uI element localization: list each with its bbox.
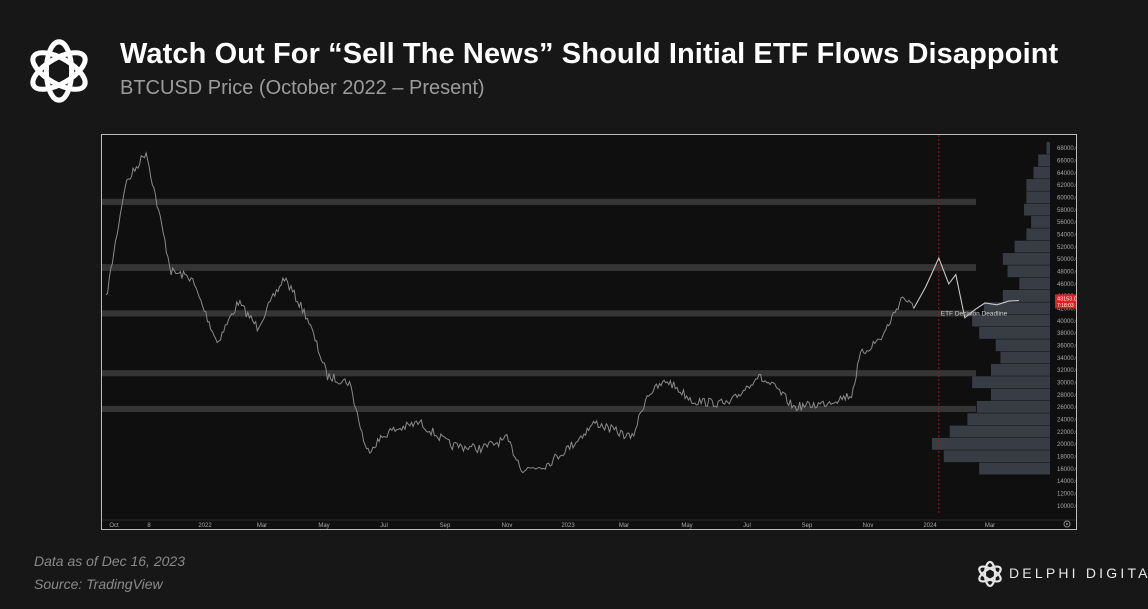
- y-tick-label: 34000.0: [1057, 356, 1076, 362]
- volume-profile-bar: [943, 450, 1050, 463]
- x-tick-label: Mar: [257, 523, 267, 529]
- y-tick-label: 28000.0: [1057, 393, 1076, 399]
- data-date-note: Data as of Dec 16, 2023: [34, 553, 185, 569]
- y-tick-label: 26000.0: [1057, 405, 1076, 411]
- x-tick-label: Jul: [743, 523, 751, 529]
- page-subtitle: BTCUSD Price (October 2022 – Present): [120, 77, 485, 99]
- volume-profile-bar: [979, 462, 1050, 475]
- support-resistance-zone: [102, 370, 976, 377]
- y-tick-label: 16000.0: [1057, 467, 1076, 473]
- volume-profile-bar: [979, 327, 1050, 339]
- x-tick-label: Oct: [109, 523, 119, 529]
- plot-area: [102, 135, 1076, 529]
- x-tick-label: 2023: [561, 523, 575, 529]
- x-tick-label: 2024: [923, 523, 937, 529]
- volume-profile-bar: [991, 363, 1050, 376]
- y-tick-label: 32000.0: [1057, 368, 1076, 374]
- y-tick-label: 12000.0: [1057, 491, 1076, 497]
- y-tick-label: 50000.0: [1057, 257, 1076, 263]
- x-tick-label: Mar: [619, 523, 629, 529]
- y-tick-label: 66000.0: [1057, 159, 1076, 165]
- y-tick-label: 22000.0: [1057, 430, 1076, 436]
- gear-icon-center: [1066, 523, 1068, 525]
- forecast-path-line: [913, 256, 1019, 319]
- volume-profile-bar: [1002, 290, 1050, 302]
- gear-icon[interactable]: [1063, 520, 1071, 528]
- volume-profile-bar: [1033, 166, 1050, 179]
- volume-profile-bar: [1026, 228, 1050, 241]
- support-resistance-zone: [102, 405, 976, 413]
- support-resistance-zone: [102, 198, 976, 205]
- x-tick-label: May: [318, 523, 329, 529]
- y-tick-label: 24000.0: [1057, 417, 1076, 423]
- x-tick-label: 2022: [198, 523, 212, 529]
- y-tick-label: 48000.0: [1057, 270, 1076, 276]
- y-tick-label: 64000.0: [1057, 171, 1076, 177]
- y-tick-label: 62000.0: [1057, 183, 1076, 189]
- support-resistance-zone: [102, 310, 976, 317]
- etf-deadline-label: ETF Decision Deadline: [941, 310, 1008, 317]
- volume-profile-bar: [983, 302, 1050, 315]
- x-tick-label: May: [681, 523, 692, 529]
- x-tick-label: Sep: [802, 523, 813, 529]
- volume-profile-bar: [1026, 179, 1050, 191]
- y-tick-label: 14000.0: [1057, 479, 1076, 485]
- btc-price-chart[interactable]: ETF Decision Deadline 10000.0 12000.0 14000…: [102, 135, 1076, 529]
- y-tick-label: 52000.0: [1057, 245, 1076, 251]
- y-tick-label: 68000.0: [1057, 146, 1076, 152]
- y-tick-label: 56000.0: [1057, 220, 1076, 226]
- y-tick-label: 18000.0: [1057, 454, 1076, 460]
- delphi-brand-logo-icon: [978, 560, 1002, 588]
- delphi-logo-icon: [30, 39, 88, 103]
- x-tick-label: Mar: [985, 523, 995, 529]
- volume-profile-bar: [1024, 203, 1050, 216]
- y-tick-label: 38000.0: [1057, 331, 1076, 337]
- price-countdown-label: 7:18:03: [1057, 303, 1074, 309]
- page-title: Watch Out For “Sell The News” Should Ini…: [120, 38, 1059, 70]
- y-tick-label: 10000.0: [1057, 504, 1076, 510]
- chart-frame: ETF Decision Deadline 10000.0 12000.0 14000…: [101, 134, 1077, 530]
- volume-profile-bar: [949, 425, 1050, 438]
- y-tick-label: 60000.0: [1057, 196, 1076, 202]
- x-tick-label: Nov: [502, 523, 513, 529]
- volume-profile-bar: [972, 376, 1050, 389]
- volume-profile-bar: [1007, 265, 1050, 278]
- volume-profile-bar: [991, 388, 1050, 401]
- y-tick-label: 30000.0: [1057, 380, 1076, 386]
- volume-profile-bar: [967, 413, 1050, 426]
- current-price-badge: [1055, 294, 1076, 309]
- x-tick-label: Sep: [440, 523, 451, 529]
- volume-profile-bar: [1026, 191, 1050, 204]
- source-note: Source: TradingView: [34, 576, 163, 592]
- y-tick-label: 40000.0: [1057, 319, 1076, 325]
- volume-profile-bar: [1038, 154, 1050, 167]
- volume-profile-bar: [1031, 216, 1050, 228]
- volume-profile-bar: [1019, 277, 1050, 290]
- volume-profile-bar: [1046, 142, 1050, 154]
- btc-price-line: [105, 151, 915, 474]
- volume-profile-bar: [1000, 351, 1050, 364]
- volume-profile-bar: [932, 437, 1050, 450]
- volume-profile-bar: [972, 314, 1050, 327]
- y-tick-label: 42000.0: [1057, 307, 1076, 313]
- volume-profile-bar: [1002, 253, 1050, 265]
- y-tick-label: 54000.0: [1057, 233, 1076, 239]
- y-tick-label: 58000.0: [1057, 208, 1076, 214]
- support-resistance-zone: [102, 264, 976, 271]
- x-tick-label: Nov: [863, 523, 874, 529]
- y-tick-label: 20000.0: [1057, 442, 1076, 448]
- current-price-label: 43153.0: [1057, 296, 1076, 302]
- y-tick-label: 46000.0: [1057, 282, 1076, 288]
- volume-profile-bar: [995, 339, 1050, 352]
- x-tick-label: Jul: [380, 523, 388, 529]
- volume-profile-bar: [976, 400, 1050, 413]
- volume-profile-bar: [1014, 240, 1050, 253]
- y-tick-label: 36000.0: [1057, 343, 1076, 349]
- x-tick-label: 8: [147, 523, 151, 529]
- brand-name: DELPHI DIGITAL: [1009, 565, 1148, 581]
